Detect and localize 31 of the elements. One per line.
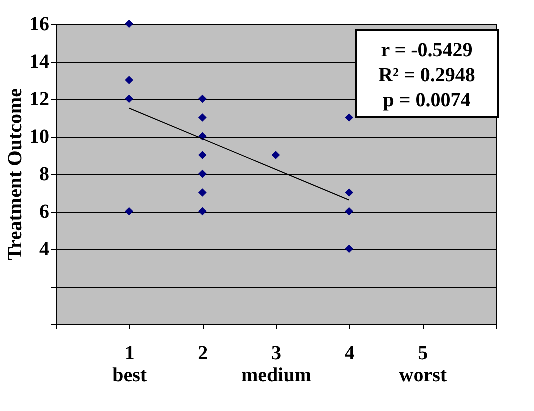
y-tick-label: 10 bbox=[30, 126, 50, 148]
point bbox=[345, 207, 354, 216]
y-tick-label: 8 bbox=[40, 164, 50, 186]
x-tick-label: 3 medium bbox=[242, 342, 312, 386]
annotation: r = -0.5429 bbox=[381, 40, 473, 62]
y-tick-label: 16 bbox=[30, 14, 50, 36]
point bbox=[272, 151, 280, 160]
point bbox=[125, 207, 134, 216]
annotation: p = 0.0074 bbox=[383, 90, 471, 112]
point bbox=[198, 94, 207, 104]
point bbox=[198, 170, 207, 178]
annotation: R² = 0.2948 bbox=[378, 64, 476, 86]
x-tick-label: 4 bbox=[344, 342, 355, 364]
point bbox=[198, 114, 207, 122]
y-tick-label: 6 bbox=[40, 201, 50, 223]
point bbox=[345, 244, 354, 254]
point bbox=[125, 94, 134, 104]
point bbox=[198, 151, 207, 160]
point bbox=[198, 188, 207, 197]
point bbox=[125, 76, 134, 84]
y-tick-label: 4 bbox=[40, 238, 50, 260]
x-tick-label: 5 worst bbox=[399, 342, 448, 386]
point bbox=[198, 207, 207, 216]
y-axis-title: Treatment Outcome bbox=[4, 88, 26, 260]
point bbox=[125, 20, 134, 28]
y-tick-label: 14 bbox=[30, 51, 50, 73]
x-tick-label: 2 bbox=[198, 342, 208, 364]
point bbox=[345, 114, 354, 122]
point bbox=[345, 188, 354, 197]
x-tick-label: 1 best bbox=[112, 342, 148, 386]
y-tick-label: 12 bbox=[30, 88, 50, 110]
